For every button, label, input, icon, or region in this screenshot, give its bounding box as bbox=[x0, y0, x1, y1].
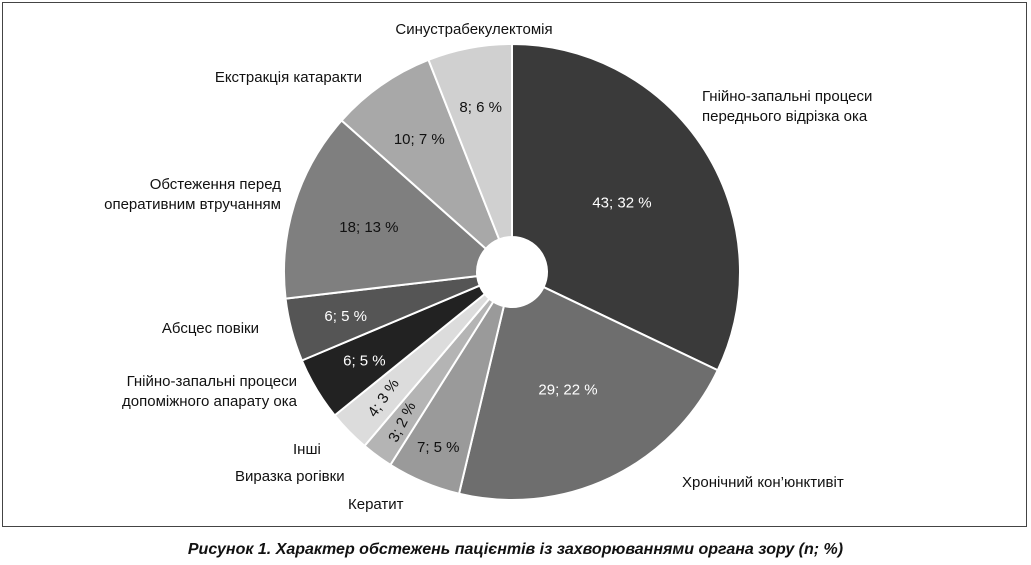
slice-category-label: Інші bbox=[293, 441, 321, 458]
slice-value-label: 6; 5 % bbox=[343, 352, 386, 369]
slice-category-label: Кератит bbox=[348, 496, 404, 513]
slice-value-label: 8; 6 % bbox=[459, 99, 502, 116]
slice-value-label: 18; 13 % bbox=[339, 219, 398, 236]
pie-slice bbox=[427, 42, 513, 241]
slice-value-label: 10; 7 % bbox=[394, 131, 445, 148]
pie-slice bbox=[511, 42, 741, 372]
figure-caption: Рисунок 1. Характер обстежень пацієнтів … bbox=[187, 541, 844, 558]
pie-chart: 43; 32 % Гнійно-запальні процеси передньог… bbox=[104, 21, 872, 513]
slice-category-label: Гнійно-запальні процеси переднього відріз… bbox=[702, 88, 872, 125]
pie-slice bbox=[283, 119, 488, 300]
slice-category-label: Синустрабекулектомія bbox=[395, 21, 552, 38]
slice-category-label: Гнійно-запальні процеси допоміжного апара… bbox=[122, 373, 298, 410]
slice-category-label: Хронічний кон’юнктивіт bbox=[682, 474, 844, 491]
slice-category-label: Обстеження перед оперативним втручанням bbox=[104, 176, 281, 213]
slice-value-label: 29; 22 % bbox=[538, 381, 597, 398]
slice-category-label: Екстракція катаракти bbox=[215, 69, 362, 86]
slice-value-label: 6; 5 % bbox=[324, 308, 367, 325]
slice-category-label: Виразка рогівки bbox=[235, 468, 345, 485]
pie-slice bbox=[457, 285, 720, 501]
slice-value-label: 7; 5 % bbox=[417, 439, 460, 456]
slice-value-label: 43; 32 % bbox=[592, 195, 651, 212]
slice-category-label: Абсцес повіки bbox=[162, 320, 259, 337]
pie-slice bbox=[340, 58, 501, 251]
